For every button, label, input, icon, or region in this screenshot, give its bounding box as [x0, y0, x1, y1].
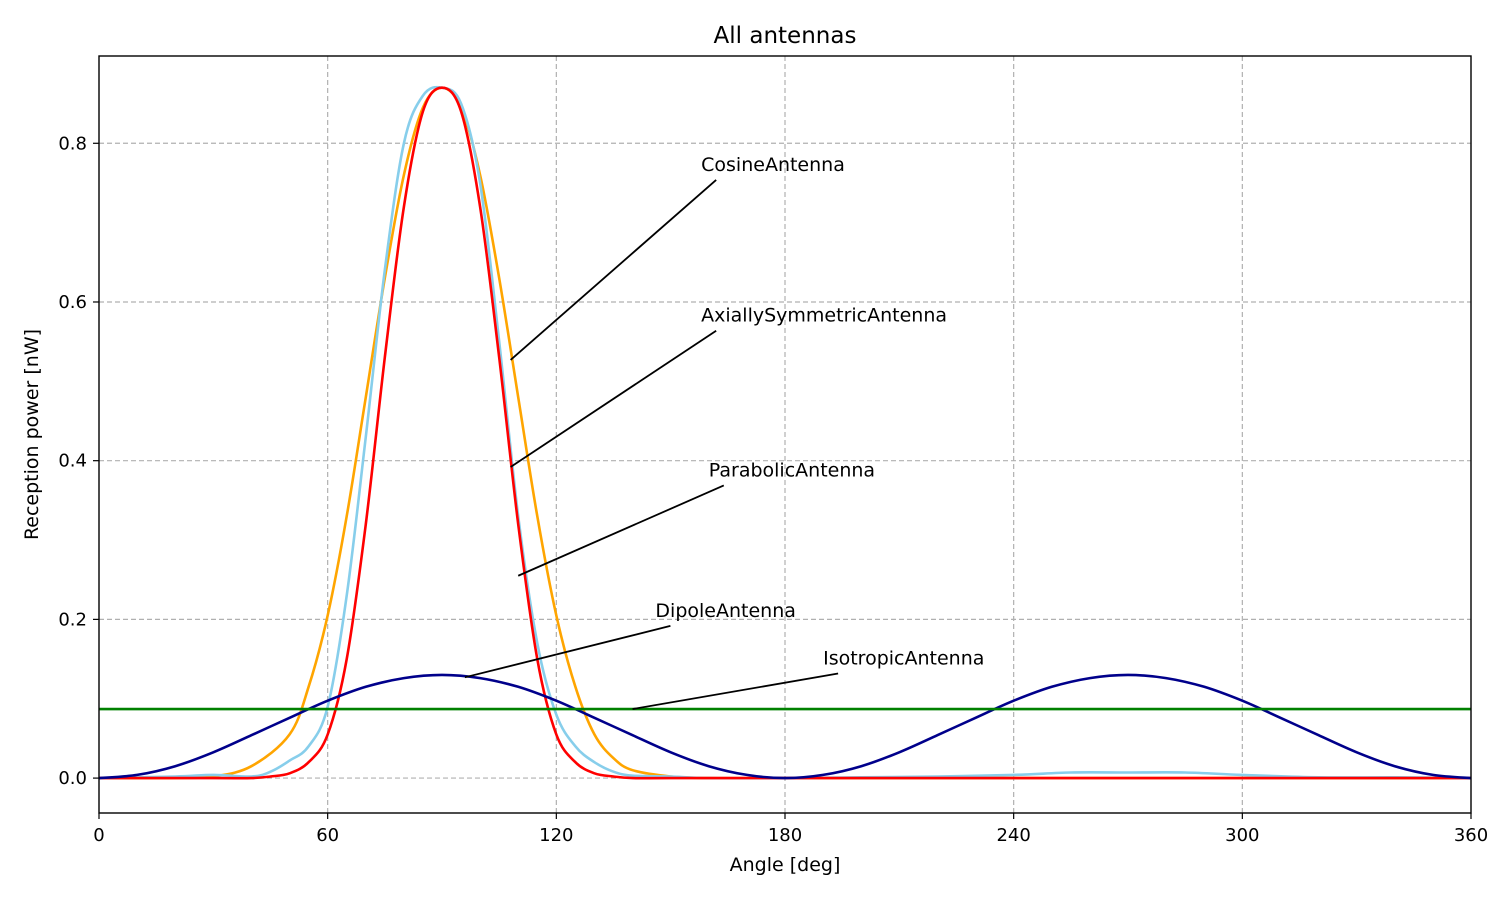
x-tick-label: 0: [93, 825, 104, 846]
annotation-line-axially-symmetric-antenna: [510, 329, 717, 468]
annotation-label-cosine-antenna: CosineAntenna: [701, 154, 845, 176]
series-layer: [98, 85, 1472, 780]
x-axis-label: Angle [deg]: [730, 854, 841, 876]
y-axis: 0.0 0.2 0.4 0.6 0.8: [58, 133, 99, 789]
x-tick-label: 180: [768, 825, 802, 846]
y-tick-label: 0.2: [58, 609, 87, 630]
chart-title: All antennas: [714, 23, 857, 49]
annotation-line-dipole-antenna: [464, 625, 671, 679]
annotation-line-isotropic-antenna: [632, 672, 839, 710]
annotation-label-dipole-antenna: DipoleAntenna: [655, 600, 795, 622]
x-axis: 0 60 120 180 240 300 360: [93, 813, 1488, 846]
x-tick-label: 360: [1454, 825, 1488, 846]
annotation-label-axially-symmetric-antenna: AxiallySymmetricAntenna: [701, 305, 947, 327]
annotation-line-parabolic-antenna: [517, 484, 725, 577]
y-tick-label: 0.4: [58, 451, 87, 472]
x-tick-label: 300: [1225, 825, 1259, 846]
x-tick-label: 120: [539, 825, 573, 846]
x-tick-label: 240: [996, 825, 1030, 846]
annotation-line-cosine-antenna: [510, 179, 717, 361]
y-tick-label: 0.8: [58, 133, 87, 154]
x-tick-label: 60: [316, 825, 339, 846]
annotations: CosineAntenna AxiallySymmetricAntenna Para…: [464, 154, 984, 710]
series-line-dipole-antenna: [98, 673, 1472, 780]
y-tick-label: 0.6: [58, 292, 87, 313]
annotation-label-parabolic-antenna: ParabolicAntenna: [709, 459, 875, 481]
annotation-label-isotropic-antenna: IsotropicAntenna: [823, 648, 984, 670]
y-axis-label: Reception power [nW]: [21, 329, 43, 540]
y-tick-label: 0.0: [58, 768, 87, 789]
